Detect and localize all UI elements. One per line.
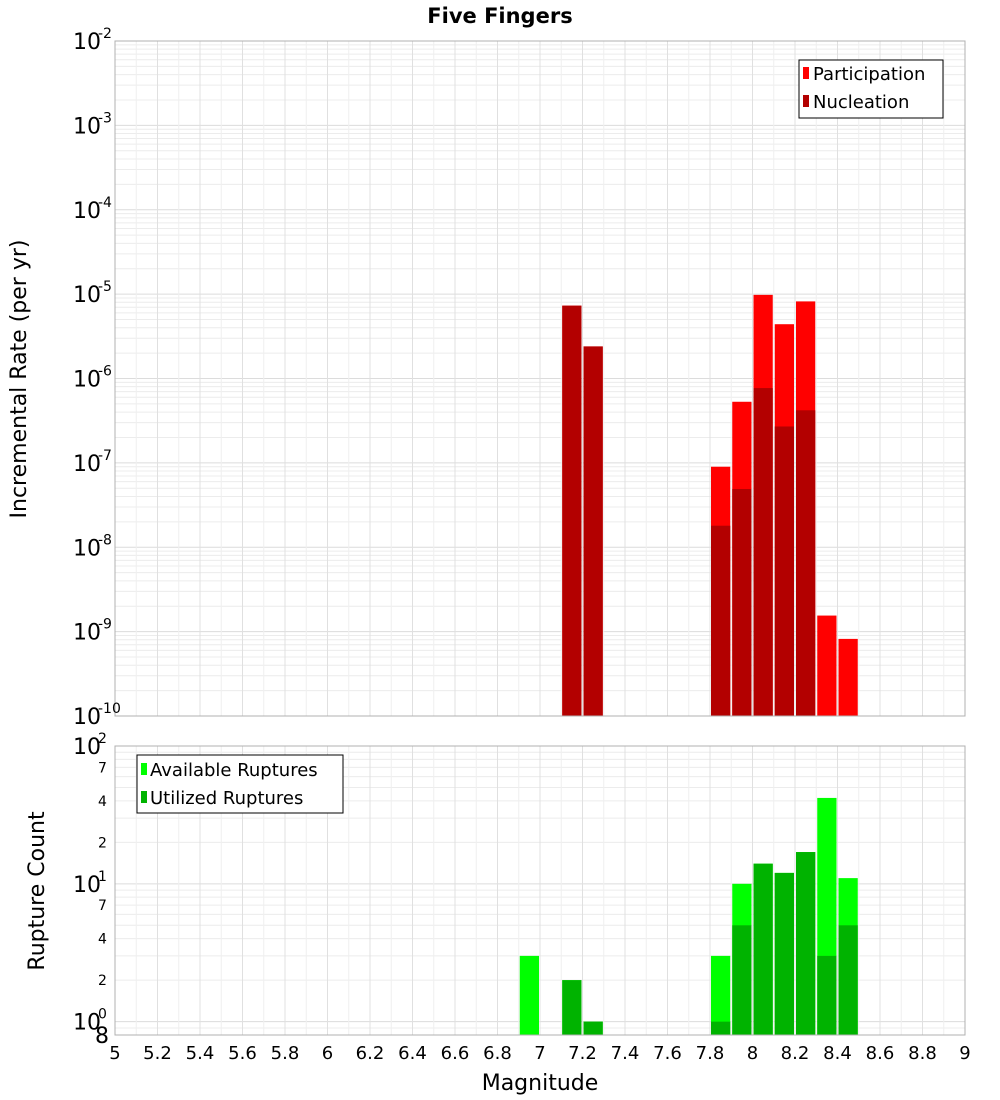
count-y-tick-label: 10 [73, 1011, 101, 1036]
count-y-tick-label: 10 [73, 873, 101, 898]
count-bar-utilized-ruptures [583, 1021, 603, 1035]
count-plot-frame [114, 745, 966, 1036]
rate-y-tick-label: 10 [73, 536, 101, 561]
x-tick-label: 6 [322, 1043, 333, 1064]
rate-y-tick-exponent: -4 [98, 195, 112, 211]
rate-bar-nucleation [583, 346, 603, 716]
legend-label-participation: Participation [813, 64, 925, 85]
count-bar-utilized-ruptures [732, 925, 752, 1035]
rate-y-tick-label: 10 [73, 452, 101, 477]
x-tick-label: 7.2 [568, 1043, 597, 1064]
rate-y-tick-exponent: -7 [98, 448, 112, 464]
rate-y-tick-exponent: -2 [98, 26, 112, 42]
rate-y-tick-label: 10 [73, 199, 101, 224]
count-y-tick-exponent: 0 [98, 1007, 107, 1023]
count-legend: Available Ruptures Utilized Ruptures [136, 754, 344, 814]
rate-y-tick-label: 10 [73, 114, 101, 139]
rate-legend-box [798, 59, 944, 119]
legend-label-available: Available Ruptures [150, 760, 318, 781]
rate-y-tick-label: 10 [73, 621, 101, 646]
count-y-axis-label: Rupture Count [25, 811, 50, 971]
rate-bar-nucleation [796, 410, 816, 716]
rate-y-tick-label: 10 [73, 30, 101, 55]
rate-y-tick-exponent: -8 [98, 532, 112, 548]
count-y-minor-tick-label: 4 [98, 794, 107, 810]
rate-y-tick-exponent: -3 [98, 110, 112, 126]
x-tick-label: 8.6 [866, 1043, 895, 1064]
chart-title: Five Fingers [427, 4, 572, 28]
x-tick-label: 8 [747, 1043, 758, 1064]
legend-swatch-available [141, 763, 147, 775]
rate-bar-nucleation [732, 489, 752, 716]
x-tick-label: 6.6 [441, 1043, 470, 1064]
count-bars [519, 797, 858, 1035]
rate-bar-nucleation [711, 525, 731, 716]
x-ticks: 5 5.2 5.4 5.6 5.8 6 6.2 6.4 6.6 6.8 7 7.2 7.4 7.6 7.8 8… [109, 1043, 970, 1064]
count-bar-utilized-ruptures [796, 852, 816, 1035]
count-y-minor-tick-label: 7 [98, 760, 107, 776]
x-tick-label: 5.6 [228, 1043, 257, 1064]
count-y-tick-exponent: 1 [98, 869, 107, 885]
rate-y-tick-exponent: -5 [98, 279, 112, 295]
rate-bar-participation [838, 638, 858, 716]
rate-bar-nucleation [774, 426, 794, 716]
count-y-minor-tick-label: 2 [98, 835, 107, 851]
count-y-tick-exponent: 2 [98, 731, 107, 747]
x-tick-label: 7.4 [611, 1043, 640, 1064]
rate-bar-nucleation [562, 305, 582, 716]
count-bar-utilized-ruptures [838, 925, 858, 1035]
rate-grid [114, 40, 966, 717]
x-tick-label: 6.8 [483, 1043, 512, 1064]
x-tick-label: 6.2 [356, 1043, 385, 1064]
rate-y-tick-label: 10 [73, 368, 101, 393]
count-bar-utilized-ruptures [774, 872, 794, 1035]
count-bar-available-ruptures [519, 955, 539, 1035]
x-tick-label: 5 [109, 1043, 120, 1064]
count-bar-utilized-ruptures [562, 980, 582, 1035]
x-tick-label: 5.4 [186, 1043, 215, 1064]
rate-y-tick-exponent: -9 [98, 617, 112, 633]
rate-y-tick-exponent: -10 [98, 701, 121, 717]
count-bar-utilized-ruptures [711, 1021, 731, 1035]
x-tick-label: 7 [534, 1043, 545, 1064]
count-y-minor-tick-label: 8 [95, 1024, 109, 1049]
rate-plot-frame [114, 40, 966, 717]
count-y-minor-tick-label: 7 [98, 898, 107, 914]
x-tick-label: 9 [959, 1043, 970, 1064]
rate-y-axis-label: Incremental Rate (per yr) [7, 240, 32, 519]
count-y-minor-tick-label: 4 [98, 932, 107, 948]
rate-legend: Participation Nucleation [798, 59, 944, 119]
legend-label-nucleation: Nucleation [813, 92, 909, 113]
count-legend-box [136, 754, 344, 814]
count-bar-utilized-ruptures [753, 863, 773, 1035]
x-tick-label: 7.6 [653, 1043, 682, 1064]
x-tick-label: 5.2 [143, 1043, 172, 1064]
x-tick-label: 8.2 [781, 1043, 810, 1064]
count-y-minor-tick-label: 2 [98, 973, 107, 989]
legend-swatch-utilized [141, 791, 147, 803]
legend-swatch-participation [803, 67, 809, 79]
count-bar-available-ruptures [711, 955, 731, 1035]
x-tick-label: 8.4 [823, 1043, 852, 1064]
count-y-tick-label: 10 [73, 735, 101, 760]
legend-swatch-nucleation [803, 95, 809, 107]
legend-label-utilized: Utilized Ruptures [150, 788, 303, 809]
x-axis-label: Magnitude [482, 1071, 599, 1096]
x-tick-label: 5.8 [271, 1043, 300, 1064]
x-tick-label: 8.8 [908, 1043, 937, 1064]
rate-y-tick-exponent: -6 [98, 364, 112, 380]
x-tick-label: 6.4 [398, 1043, 427, 1064]
x-tick-label: 7.8 [696, 1043, 725, 1064]
rate-bars [562, 294, 858, 716]
rate-y-tick-label: 10 [73, 283, 101, 308]
rate-bar-participation [817, 615, 837, 716]
rate-bar-nucleation [753, 388, 773, 716]
rate-y-tick-label: 10 [73, 705, 101, 730]
count-bar-utilized-ruptures [817, 955, 837, 1035]
